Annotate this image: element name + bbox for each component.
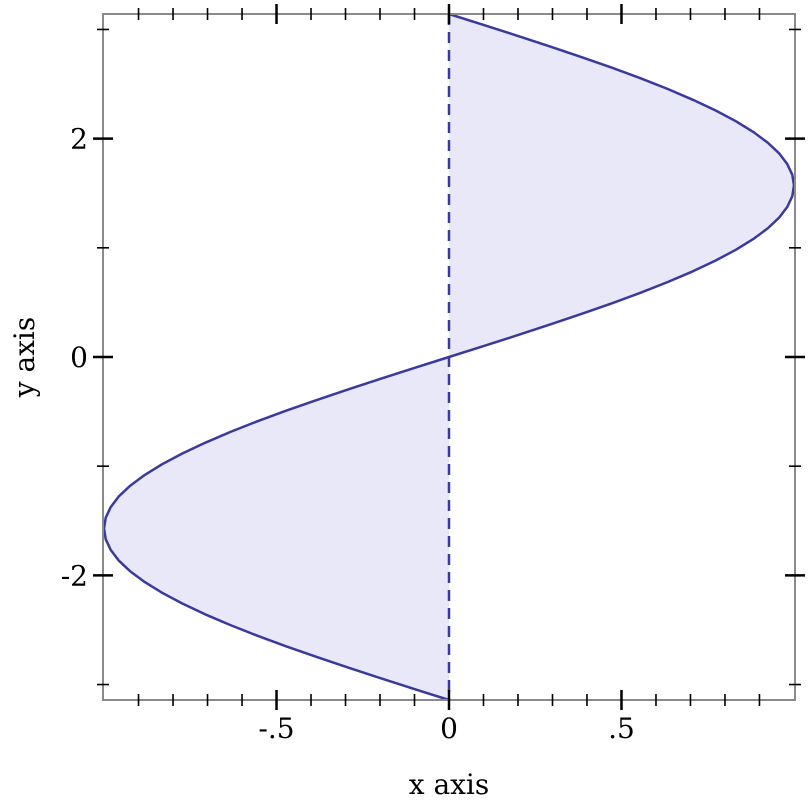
x-tick-label: 0 [440, 712, 458, 745]
y-tick-label: -2 [61, 559, 88, 592]
y-axis-title: y axis [8, 317, 41, 399]
ticks-layer [93, 4, 805, 710]
y-tick-label: 0 [70, 341, 88, 374]
x-axis-title: x axis [409, 768, 490, 801]
x-tick-label: .5 [608, 712, 635, 745]
x-tick-label: -.5 [258, 712, 294, 745]
tick-labels-layer: -.5 0 .5 -2 0 2 [61, 123, 635, 745]
curve-layer [102, 12, 796, 702]
y-tick-label: 2 [70, 123, 88, 156]
